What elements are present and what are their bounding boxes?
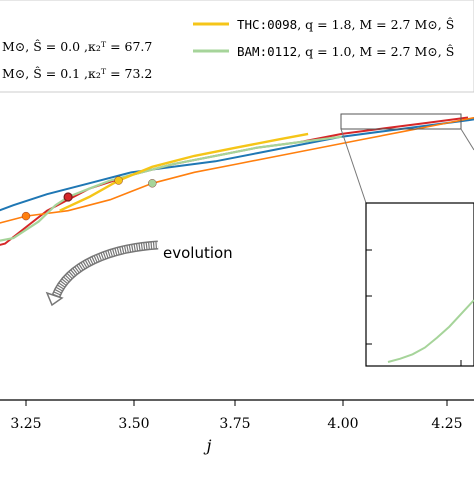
inset-frame	[365, 202, 474, 367]
marker-group	[21, 176, 157, 221]
series-line-orange	[0, 116, 474, 224]
x-ticks: 3.25 3.50 3.75 4.00 4.25	[10, 400, 463, 432]
legend-entry-4-label: BAM:0112, q = 1.0, M = 2.7 M⊙, Ŝ	[237, 43, 454, 59]
zoom-region-box	[340, 113, 462, 130]
inset-axes	[365, 202, 474, 367]
evolution-label: evolution	[163, 244, 233, 262]
x-tick-label-4: 4.00	[327, 416, 358, 432]
x-tick-label-5: 4.25	[431, 416, 462, 432]
legend-entry-4-text: , q = 1.0, M = 2.7 M⊙, Ŝ	[297, 43, 454, 59]
data-marker-1	[21, 211, 31, 221]
data-marker-3	[114, 176, 123, 185]
legend: M⊙, Ŝ = 0.0 ,κ₂ᵀ = 67.7 M⊙, Ŝ = 0.1 ,κ₂ᵀ…	[0, 0, 474, 93]
legend-entry-3-text: , q = 1.8, M = 2.7 M⊙, Ŝ	[297, 16, 454, 32]
evolution-arrow	[45, 240, 159, 307]
series-line-1	[0, 118, 474, 212]
data-marker-4	[148, 179, 157, 188]
zoom-connector-right	[460, 128, 474, 151]
inset-series-line	[387, 299, 474, 363]
legend-entry-2-text: M⊙, Ŝ = 0.1 ,κ₂ᵀ = 73.2	[2, 65, 152, 81]
x-tick-label-1: 3.25	[10, 416, 41, 432]
legend-entry-3-code: THC:0098	[237, 17, 297, 32]
series-line-thc	[59, 132, 309, 212]
x-tick-label-2: 3.50	[118, 416, 149, 432]
x-tick-label-3: 3.75	[219, 416, 250, 432]
legend-entry-4-code: BAM:0112	[237, 44, 297, 59]
series-group	[0, 116, 474, 246]
data-marker-2	[63, 192, 73, 202]
evolution-arrow-head	[45, 291, 64, 307]
legend-entry-1-text: M⊙, Ŝ = 0.0 ,κ₂ᵀ = 67.7	[2, 38, 152, 54]
evolution-arrow-hatch	[53, 242, 159, 298]
series-line-bam	[0, 135, 342, 242]
zoom-connector-left	[340, 128, 367, 204]
x-axis-label: j	[204, 436, 212, 455]
legend-entry-3-label: THC:0098, q = 1.8, M = 2.7 M⊙, Ŝ	[237, 16, 454, 32]
legend-frame	[0, 0, 474, 93]
